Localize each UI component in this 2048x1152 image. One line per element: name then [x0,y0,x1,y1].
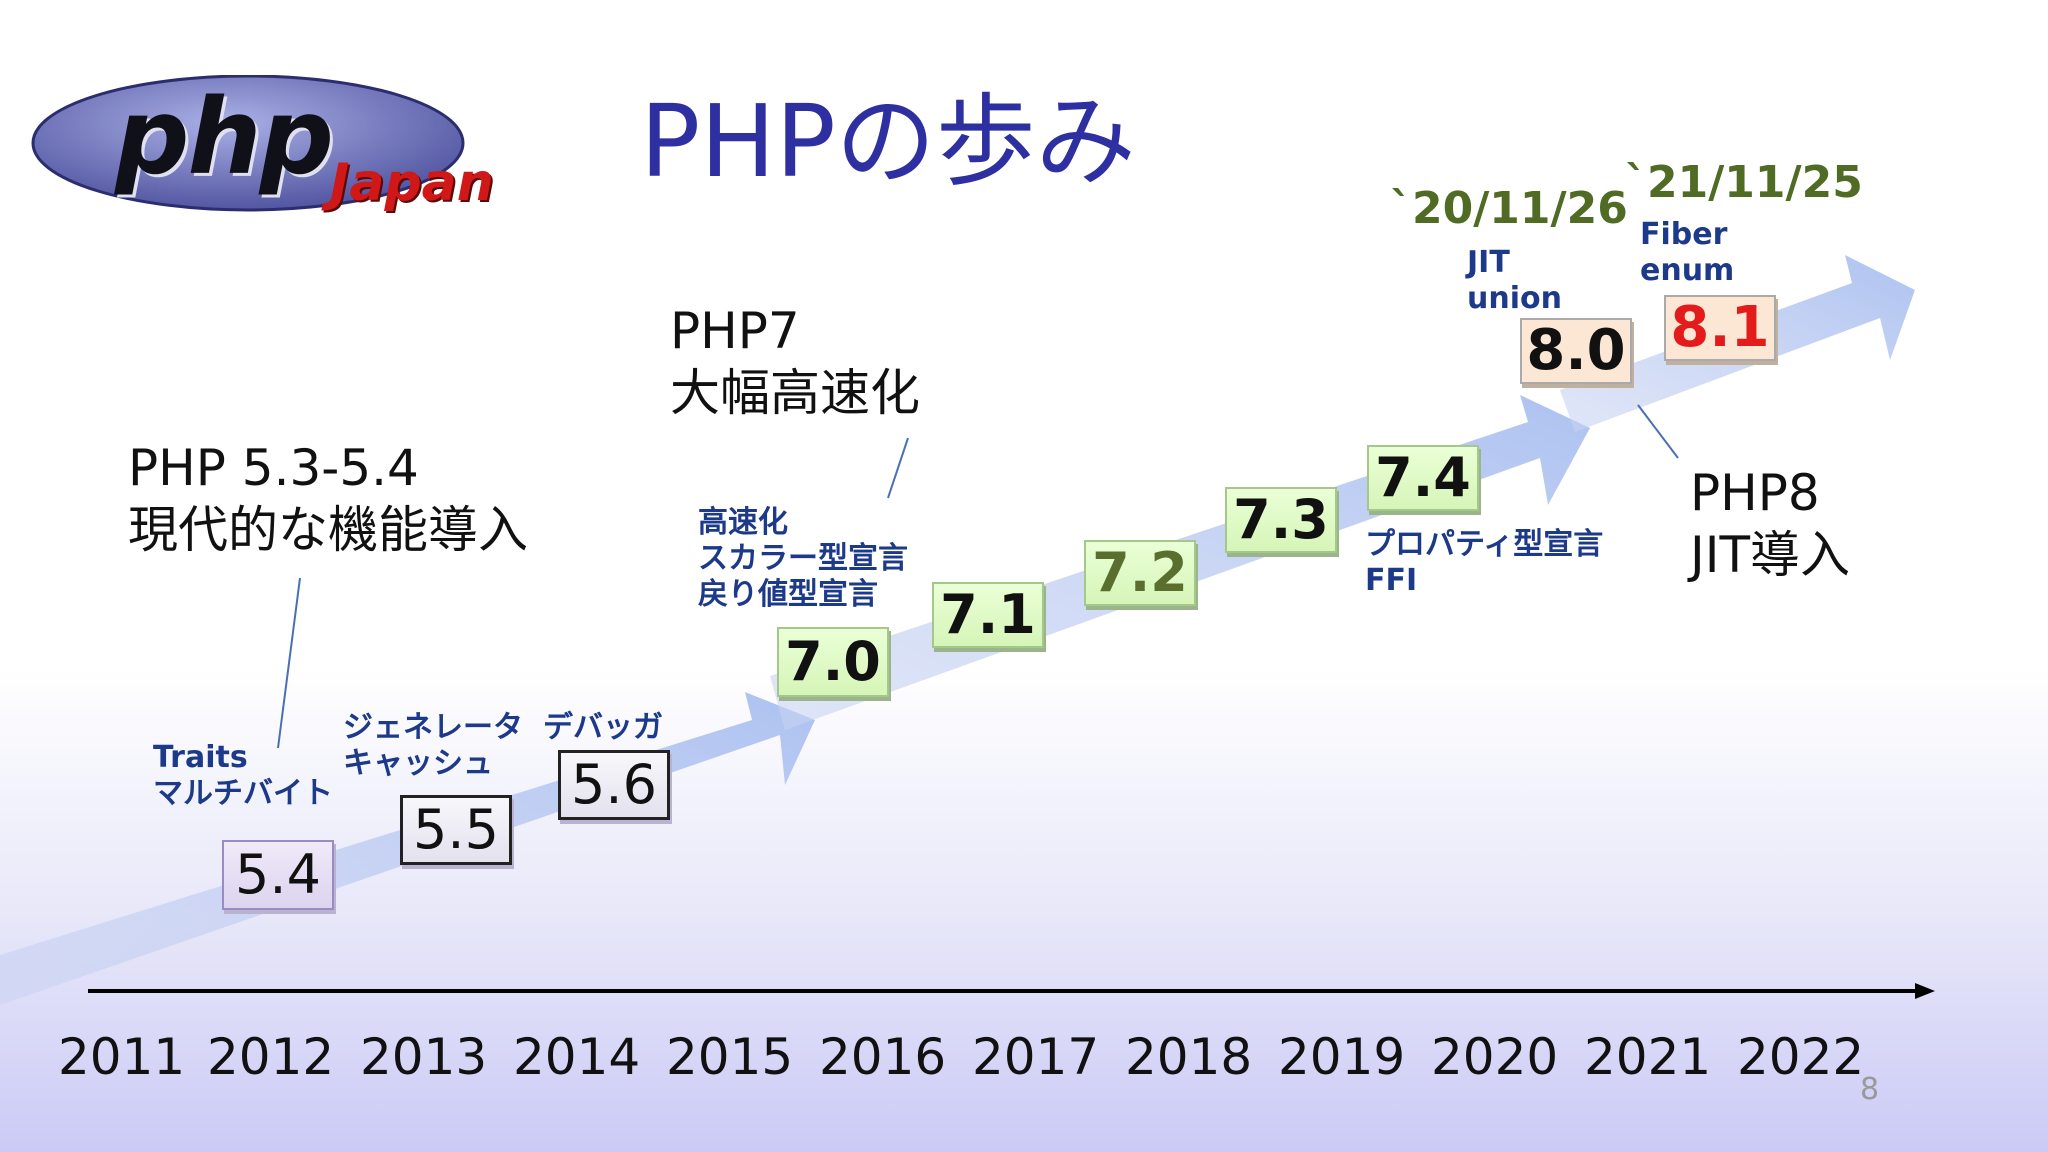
release-date-v80: `20/11/26 [1390,183,1628,234]
year-label: 2011 [58,1028,186,1086]
features-v81: Fiber enum [1640,217,1734,289]
feature-item: Fiber [1640,217,1728,252]
version-box-7-2: 7.2 [1084,540,1196,606]
feature-item: マルチバイト [153,776,333,811]
logo-ellipse-icon [31,74,465,212]
feature-item: JIT [1467,245,1510,280]
version-box-5-5: 5.5 [400,795,512,865]
year-label: 2017 [972,1028,1100,1086]
note-php8: PHP8 JIT導入 [1690,462,1850,586]
features-v80: JIT union [1467,245,1562,317]
note-php53-line1: PHP 5.3-5.4 [128,439,419,497]
year-label: 2012 [207,1028,335,1086]
features-v56: デバッガ [543,710,663,746]
features-v70: 高速化 スカラー型宣言 戻り値型宣言 [698,505,908,613]
version-box-5-6: 5.6 [558,750,670,820]
note-php53: PHP 5.3-5.4 現代的な機能導入 [128,437,528,561]
note-php8-line2: JIT導入 [1690,526,1851,584]
feature-item: スカラー型宣言 [698,541,908,576]
year-label: 2020 [1431,1028,1559,1086]
year-label: 2021 [1584,1028,1712,1086]
feature-item: ジェネレータ [343,710,523,745]
feature-item: 高速化 [698,505,788,540]
release-date-v81: `21/11/25 [1625,157,1863,208]
feature-item: キャッシュ [343,746,493,781]
feature-item: union [1467,281,1562,316]
logo-japan-text: Japan [330,153,494,213]
features-v54: Traits マルチバイト [153,740,333,812]
note-php8-line1: PHP8 [1690,464,1820,522]
year-label: 2022 [1737,1028,1865,1086]
feature-item: Traits [153,740,248,775]
note-php7-line2: 大幅高速化 [670,364,920,422]
features-v55: ジェネレータ キャッシュ [343,710,523,782]
logo-php-text: php [115,76,334,198]
feature-item: enum [1640,253,1735,288]
feature-item: FFI [1365,563,1418,598]
year-label: 2013 [360,1028,488,1086]
php-japan-logo: php Japan [30,74,590,225]
note-php7-line1: PHP7 [670,302,800,360]
version-box-8-0: 8.0 [1520,318,1632,384]
note-php7: PHP7 大幅高速化 [670,300,920,424]
feature-item: デバッガ [543,710,663,745]
version-box-7-4: 7.4 [1367,445,1479,511]
year-label: 2018 [1125,1028,1253,1086]
year-label: 2019 [1278,1028,1406,1086]
year-label: 2014 [513,1028,641,1086]
version-box-7-1: 7.1 [932,582,1044,648]
callout-line-php53 [277,577,301,749]
callout-line-php7 [887,437,909,499]
year-label: 2016 [819,1028,947,1086]
version-box-7-0: 7.0 [777,627,889,697]
version-box-8-1: 8.1 [1664,295,1776,361]
version-box-5-4: 5.4 [222,840,334,910]
year-axis-arrowhead-icon [1915,983,1935,999]
note-php53-line2: 現代的な機能導入 [128,501,528,559]
callout-line-php8 [1637,404,1679,459]
page-number: 8 [1860,1072,1880,1107]
features-v74: プロパティ型宣言 FFI [1365,527,1603,599]
slide-title: PHPの歩み [640,83,1136,200]
feature-item: プロパティ型宣言 [1365,527,1604,562]
version-box-7-3: 7.3 [1225,487,1337,553]
feature-item: 戻り値型宣言 [698,577,878,612]
year-label: 2015 [666,1028,794,1086]
